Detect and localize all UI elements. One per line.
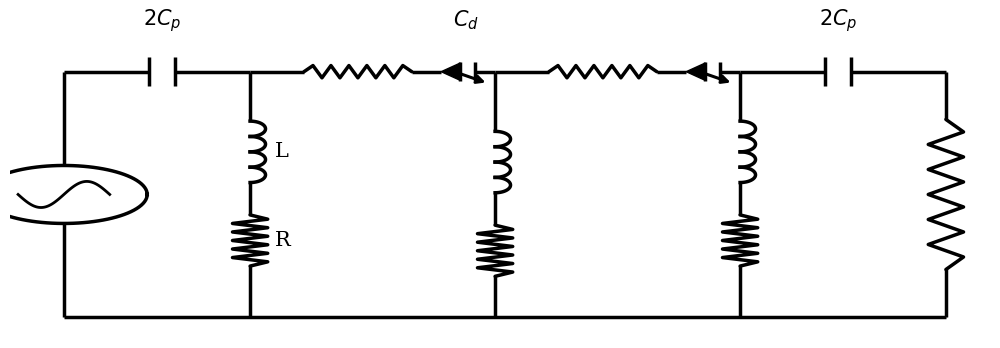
Text: R: R: [275, 231, 290, 250]
Text: L: L: [275, 142, 288, 161]
Polygon shape: [441, 63, 460, 80]
Text: $2C_p$: $2C_p$: [143, 7, 181, 34]
Text: $2C_p$: $2C_p$: [819, 7, 857, 34]
Text: $C_d$: $C_d$: [453, 9, 479, 32]
Polygon shape: [686, 63, 705, 80]
